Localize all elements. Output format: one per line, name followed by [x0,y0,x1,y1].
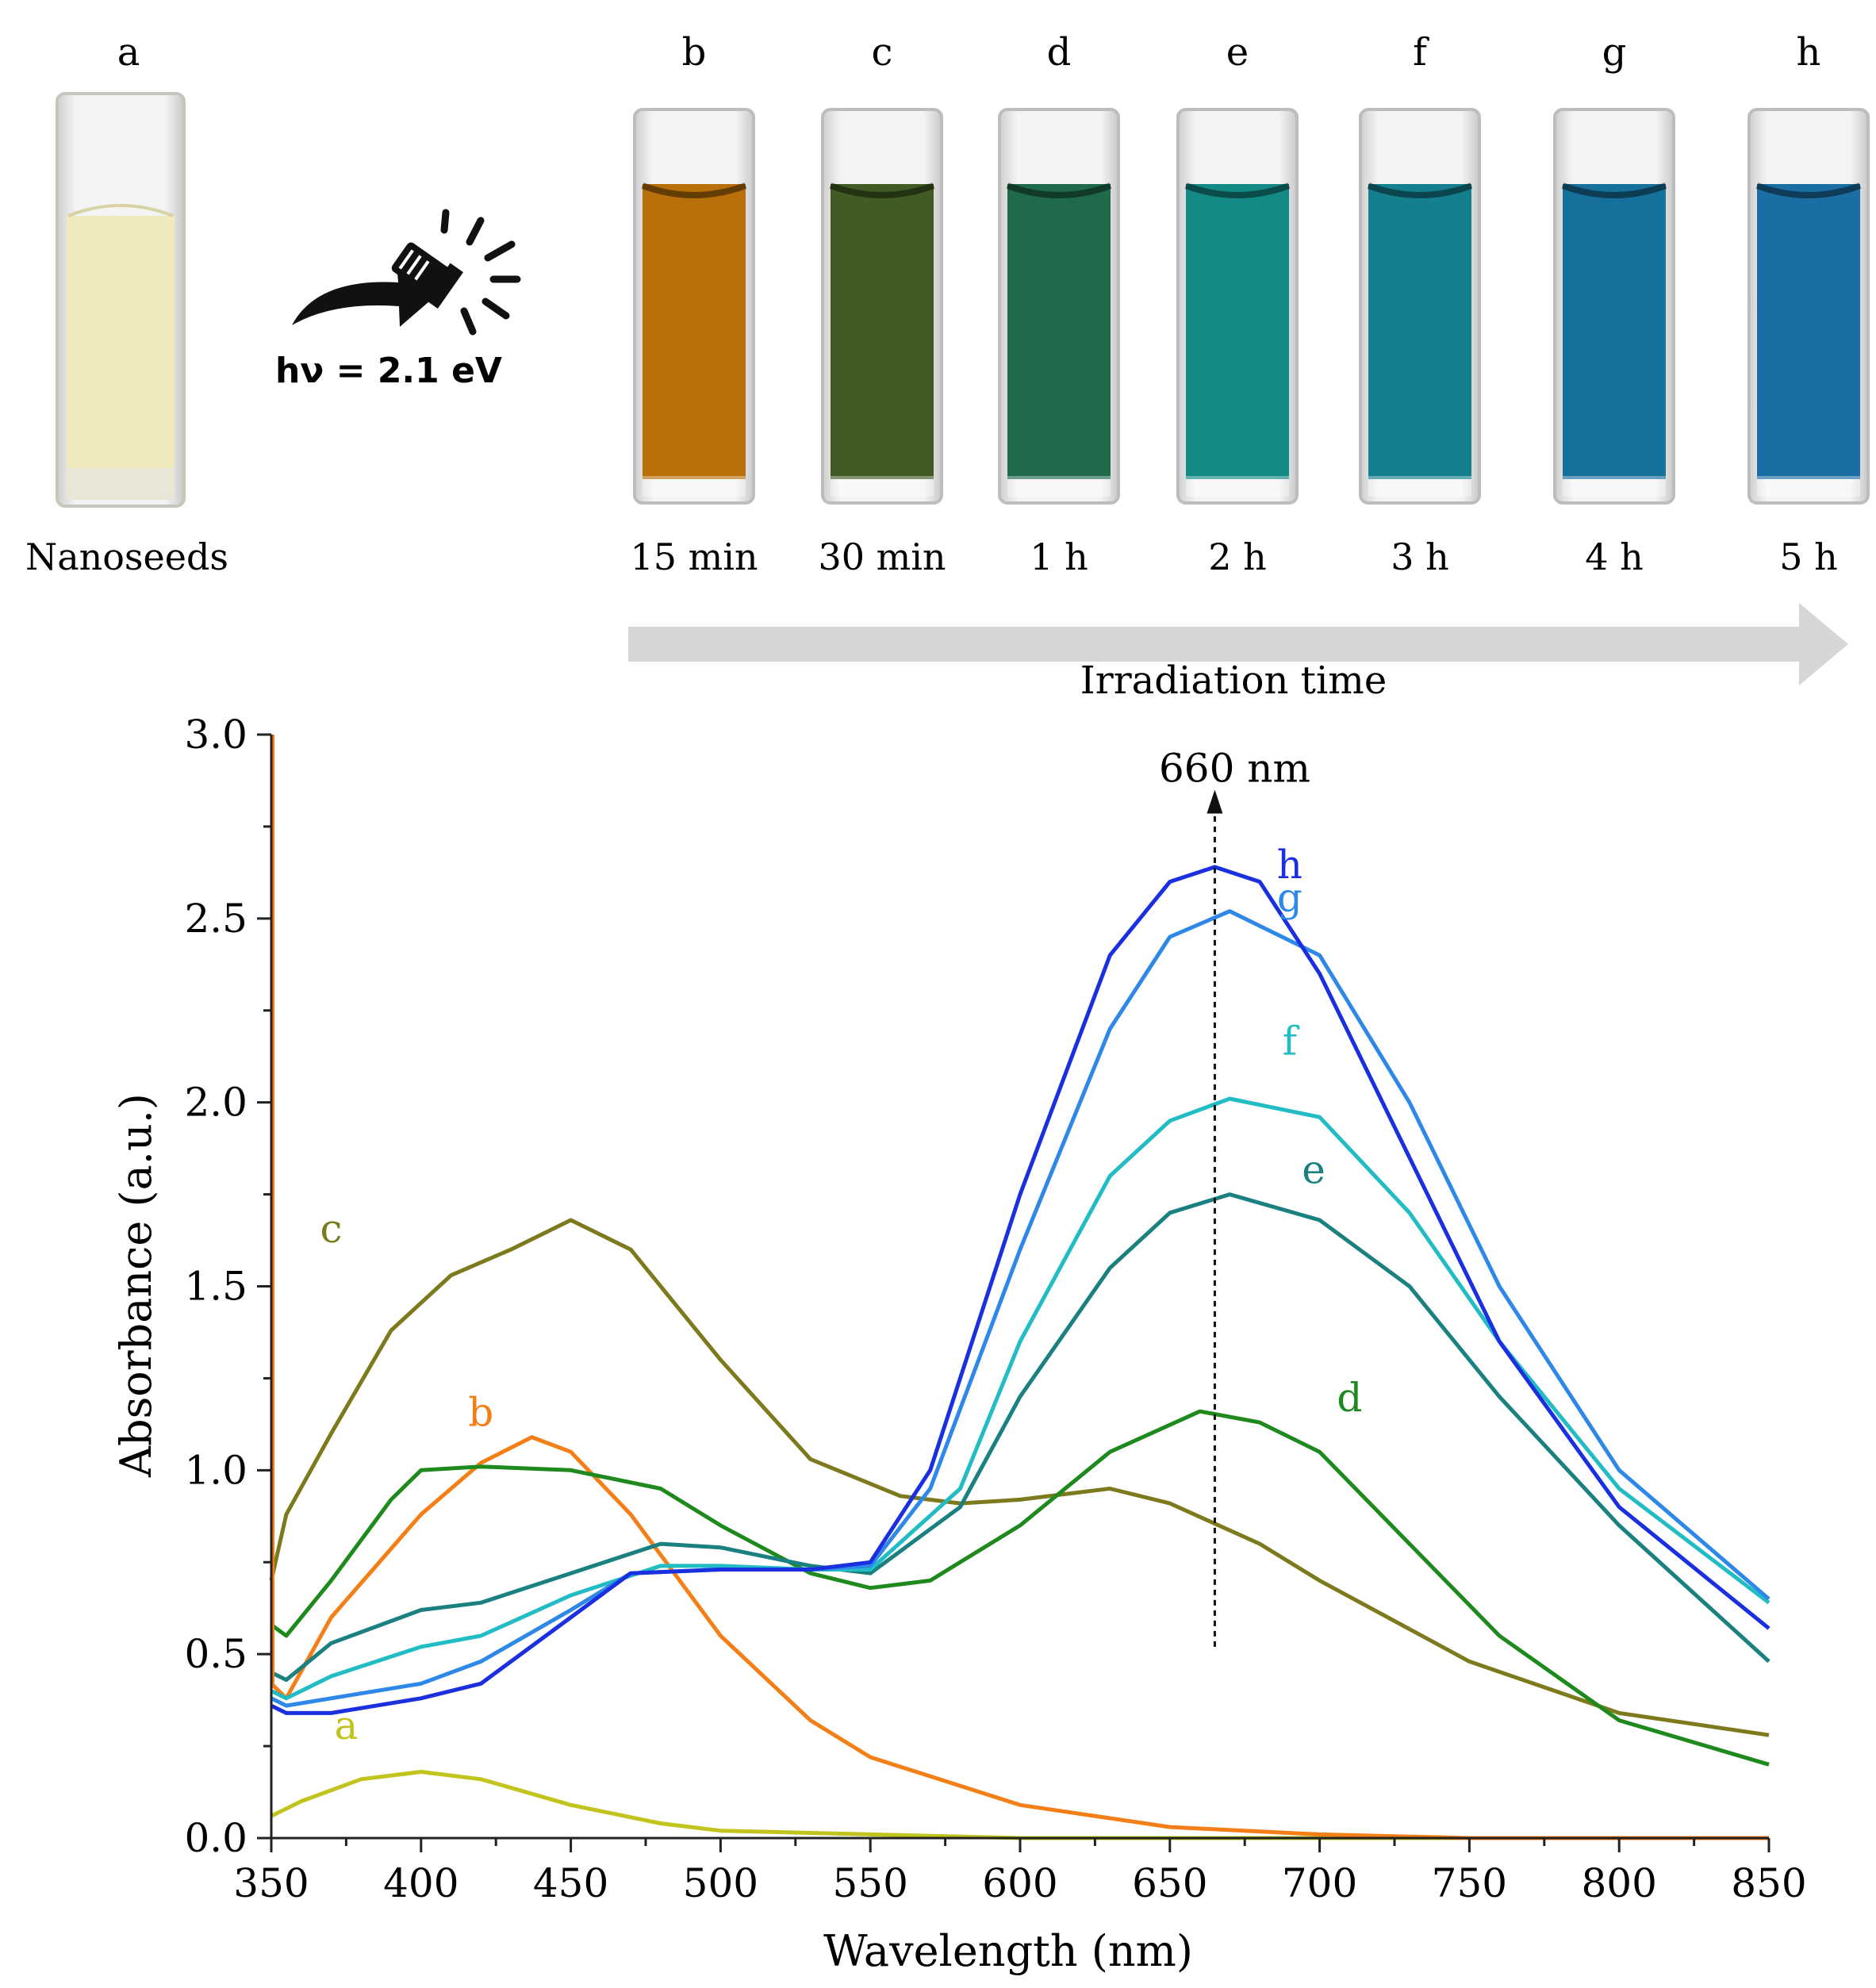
cuvette-b [633,108,755,505]
y-axis-title: Absorbance (a.u.) [111,1093,161,1478]
cuvette-c-meniscus [829,182,935,198]
series-b-line [270,1435,1769,1840]
y-tick-label: 1.0 [184,1447,247,1493]
series-h-line [270,865,1770,1715]
cuvette-b-meniscus [641,182,747,198]
series-g-label: g [1277,875,1302,921]
cuvette-c-letter: c [872,30,893,75]
x-tick-label: 750 [1432,1860,1507,1906]
cuvette-g-liquid [1563,184,1666,479]
cuvette-h-liquid [1757,184,1860,479]
x-tick-label: 500 [683,1860,758,1906]
series-e-label: e [1302,1147,1325,1193]
cuvette-h [1747,108,1870,505]
cuvette-h-caption: 5 h [1779,535,1838,578]
cuvette-d-base [1007,476,1111,497]
cuvette-b-base [643,476,746,497]
y-tick-label: 1.5 [184,1264,247,1310]
cuvette-f-caption: 3 h [1391,535,1449,578]
cuvette-b-letter: b [682,30,707,75]
y-tick-label: 0.0 [184,1815,247,1861]
series-h-label: h [1277,842,1302,888]
cuvette-d-meniscus [1006,182,1112,198]
series-b-label: b [468,1390,493,1436]
cuvette-c-liquid [831,184,934,479]
y-tick-label: 0.5 [184,1631,247,1677]
cuvette-h-base [1757,476,1860,497]
cuvette-g-meniscus [1561,182,1667,198]
peak-label: 660 nm [1159,746,1310,792]
cuvette-a [56,92,186,508]
x-tick-label: 450 [533,1860,608,1906]
cuvette-e-liquid [1186,184,1289,479]
x-axis-title: Wavelength (nm) [823,1926,1193,1976]
cuvette-d [998,108,1120,505]
cuvette-e-meniscus [1184,182,1291,198]
peak-annotation: 660 nm [1159,746,1310,1647]
photo-panel: a Nanoseeds hν = 2.1 eV [25,30,1870,703]
series-f-label: f [1283,1018,1300,1064]
cuvette-a-caption: Nanoseeds [25,535,228,578]
cuvette-g-letter: g [1602,30,1627,75]
cuvette-b-liquid [643,184,746,479]
y-tick-label: 2.0 [184,1080,247,1126]
x-tick-label: 800 [1581,1860,1656,1906]
series-d-line [270,1409,1770,1767]
cuvette-e-base [1186,476,1289,497]
cuvette-f-liquid [1368,184,1471,479]
cuvette-d-liquid [1007,184,1111,479]
excitation-arrow [292,262,435,327]
peak-arrowhead [1207,789,1223,814]
series-g-line [270,909,1770,1708]
plot-series [269,735,1770,1840]
sample-cuvettes: b 15 min c 30 min d 1 h e 2 h f 3 h g 4 h h 5 h [630,30,1870,578]
cuvette-f-meniscus [1367,182,1473,198]
series-a-label: a [334,1702,358,1748]
cuvette-e [1176,108,1299,505]
x-tick-label: 400 [383,1860,458,1906]
cuvette-e-letter: e [1226,30,1249,75]
x-tick-label: 650 [1132,1860,1207,1906]
series-c-line [269,1218,1770,1737]
series-f-line [270,1096,1770,1701]
cuvette-c-base [831,476,934,497]
cuvette-e-caption: 2 h [1208,535,1267,578]
cuvette-a-liquid [67,216,175,470]
time-arrow [628,603,1848,685]
cuvette-g-base [1563,476,1666,497]
cuvette-c [821,108,943,505]
cuvette-b-caption: 15 min [630,535,758,578]
cuvette-g [1553,108,1675,505]
cuvette-a-letter: a [117,30,140,75]
y-tick-label: 3.0 [184,712,247,758]
x-tick-label: 350 [233,1860,309,1906]
series-e-line [270,1192,1770,1683]
series-d-label: d [1337,1375,1362,1421]
cuvette-g-caption: 4 h [1585,535,1644,578]
cuvette-f-base [1368,476,1471,497]
cuvette-f [1359,108,1481,505]
cuvette-h-meniscus [1755,182,1862,198]
cuvette-c-caption: 30 min [818,535,946,578]
x-tick-label: 550 [832,1860,907,1906]
y-tick-label: 2.5 [184,896,247,942]
cuvette-f-letter: f [1413,30,1429,75]
light-rays [440,209,521,336]
axes: 350 400 450 500 550 600 650 700 750 800 850 0.0 0.5 1… [184,712,1806,1906]
cuvette-h-letter: h [1797,30,1821,75]
time-arrow-label: Irradiation time [1080,658,1387,703]
flashlight-icon [391,242,463,309]
x-tick-label: 700 [1282,1860,1357,1906]
series-c-label: c [320,1206,343,1252]
x-tick-label: 850 [1731,1860,1806,1906]
cuvette-d-letter: d [1047,30,1072,75]
absorbance-chart: 660 nm 350 400 450 500 550 600 650 700 750 800 850… [111,712,1807,1976]
series-labels: a b c d e f gh [320,842,1363,1748]
excitation-label: hν = 2.1 eV [275,351,502,391]
x-tick-label: 600 [982,1860,1057,1906]
cuvette-d-caption: 1 h [1030,535,1088,578]
